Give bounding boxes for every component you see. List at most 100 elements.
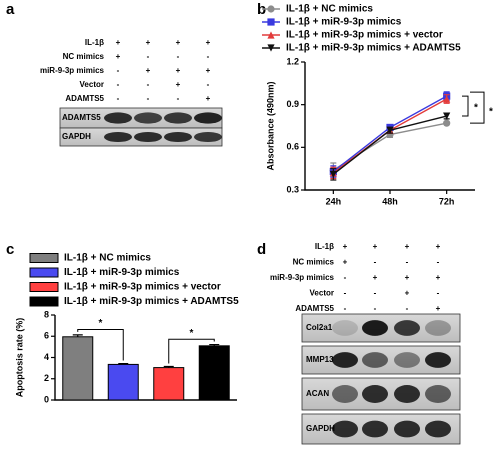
blot-band bbox=[332, 385, 358, 403]
condition-sign: + bbox=[436, 273, 441, 282]
condition-label: NC mimics bbox=[293, 258, 335, 267]
condition-label: miR-9-3p mimics bbox=[270, 273, 335, 282]
condition-label: Vector bbox=[310, 289, 334, 298]
condition-sign: + bbox=[146, 38, 151, 47]
legend-label: IL-1β + miR-9-3p mimics + ADAMTS5 bbox=[64, 296, 239, 307]
panel-label: c bbox=[6, 241, 14, 258]
y-tick-label: 2 bbox=[44, 373, 49, 383]
condition-sign: - bbox=[147, 94, 150, 103]
blot-band bbox=[104, 112, 132, 124]
condition-sign: - bbox=[374, 289, 377, 298]
significance-bracket bbox=[462, 95, 469, 117]
condition-sign: + bbox=[206, 66, 211, 75]
condition-sign: + bbox=[373, 273, 378, 282]
condition-sign: + bbox=[206, 38, 211, 47]
condition-label: ADAMTS5 bbox=[65, 94, 104, 103]
legend-label: IL-1β + miR-9-3p mimics + vector bbox=[64, 282, 221, 293]
condition-sign: + bbox=[405, 289, 410, 298]
blot-images bbox=[59, 107, 461, 445]
bar bbox=[198, 345, 230, 401]
condition-label: Vector bbox=[80, 80, 104, 89]
blot-band bbox=[394, 420, 420, 438]
condition-sign: - bbox=[437, 258, 440, 267]
annotation: * bbox=[190, 328, 194, 339]
condition-sign: - bbox=[207, 80, 210, 89]
legend-label: IL-1β + miR-9-3p mimics bbox=[286, 17, 402, 28]
band-label: GAPDH bbox=[62, 132, 91, 141]
annotation: * bbox=[99, 318, 103, 329]
bar bbox=[107, 363, 139, 401]
legend-label: IL-1β + miR-9-3p mimics bbox=[64, 267, 180, 278]
condition-sign: + bbox=[343, 258, 348, 267]
condition-sign: + bbox=[343, 242, 348, 251]
blot-band bbox=[394, 352, 420, 368]
significance-bracket bbox=[470, 91, 485, 124]
legend-label: IL-1β + NC mimics bbox=[286, 4, 373, 15]
condition-sign: - bbox=[344, 273, 347, 282]
blot-band bbox=[425, 385, 451, 403]
condition-sign: + bbox=[146, 66, 151, 75]
condition-label: miR-9-3p mimics bbox=[40, 66, 105, 75]
y-tick-label: 0.3 bbox=[286, 184, 299, 194]
legend-marker bbox=[267, 44, 275, 52]
blot-band bbox=[194, 131, 222, 143]
data-point bbox=[329, 170, 337, 178]
condition-sign: + bbox=[436, 242, 441, 251]
bar bbox=[153, 367, 185, 401]
condition-sign: + bbox=[116, 38, 121, 47]
x-tick-label: 24h bbox=[326, 196, 342, 206]
legend-marker bbox=[267, 18, 275, 26]
blot-band bbox=[332, 320, 358, 336]
blot-band bbox=[394, 320, 420, 336]
condition-sign: - bbox=[147, 80, 150, 89]
blot-band bbox=[362, 352, 388, 368]
band-label: MMP13 bbox=[306, 355, 334, 364]
condition-sign: - bbox=[344, 289, 347, 298]
annotation: * bbox=[474, 103, 478, 114]
y-tick-label: 0.9 bbox=[286, 99, 299, 109]
condition-label: NC mimics bbox=[63, 52, 105, 61]
blot-band bbox=[362, 320, 388, 336]
significance-bracket bbox=[168, 338, 215, 364]
blot-band bbox=[394, 385, 420, 403]
bar bbox=[62, 336, 94, 401]
condition-sign: - bbox=[406, 304, 409, 313]
condition-sign: - bbox=[437, 289, 440, 298]
panel-label: d bbox=[257, 241, 266, 258]
annotation: * bbox=[489, 106, 493, 117]
legend-swatch bbox=[29, 267, 59, 278]
band-label: ADAMTS5 bbox=[62, 113, 101, 122]
x-tick-label: 72h bbox=[439, 196, 455, 206]
blot-band bbox=[362, 385, 388, 403]
blot-band bbox=[164, 131, 192, 143]
legend-marker bbox=[267, 5, 275, 13]
blot-band bbox=[104, 131, 132, 143]
y-tick-label: 6 bbox=[44, 331, 49, 341]
blot-band bbox=[164, 112, 192, 124]
condition-sign: + bbox=[176, 38, 181, 47]
condition-sign: + bbox=[176, 66, 181, 75]
condition-sign: - bbox=[374, 304, 377, 313]
blot-band bbox=[332, 420, 358, 438]
blot-band bbox=[194, 112, 222, 124]
condition-sign: + bbox=[405, 242, 410, 251]
significance-bracket bbox=[77, 329, 124, 361]
blot-band bbox=[134, 131, 162, 143]
condition-sign: - bbox=[117, 94, 120, 103]
band-label: ACAN bbox=[306, 389, 329, 398]
condition-sign: + bbox=[116, 52, 121, 61]
condition-sign: - bbox=[406, 258, 409, 267]
condition-sign: + bbox=[436, 304, 441, 313]
legend-marker bbox=[267, 31, 275, 39]
band-label: GAPDH bbox=[306, 424, 335, 433]
blot-band bbox=[425, 320, 451, 336]
y-axis-label: Apoptosis rate (%) bbox=[14, 318, 24, 398]
condition-sign: + bbox=[206, 94, 211, 103]
legend-swatch bbox=[29, 296, 59, 307]
y-tick-label: 0.6 bbox=[286, 142, 299, 152]
condition-sign: + bbox=[373, 242, 378, 251]
y-axis-label: Absorbance (490nm) bbox=[265, 81, 275, 170]
data-point bbox=[386, 126, 394, 134]
legend-label: IL-1β + miR-9-3p mimics + ADAMTS5 bbox=[286, 43, 461, 54]
